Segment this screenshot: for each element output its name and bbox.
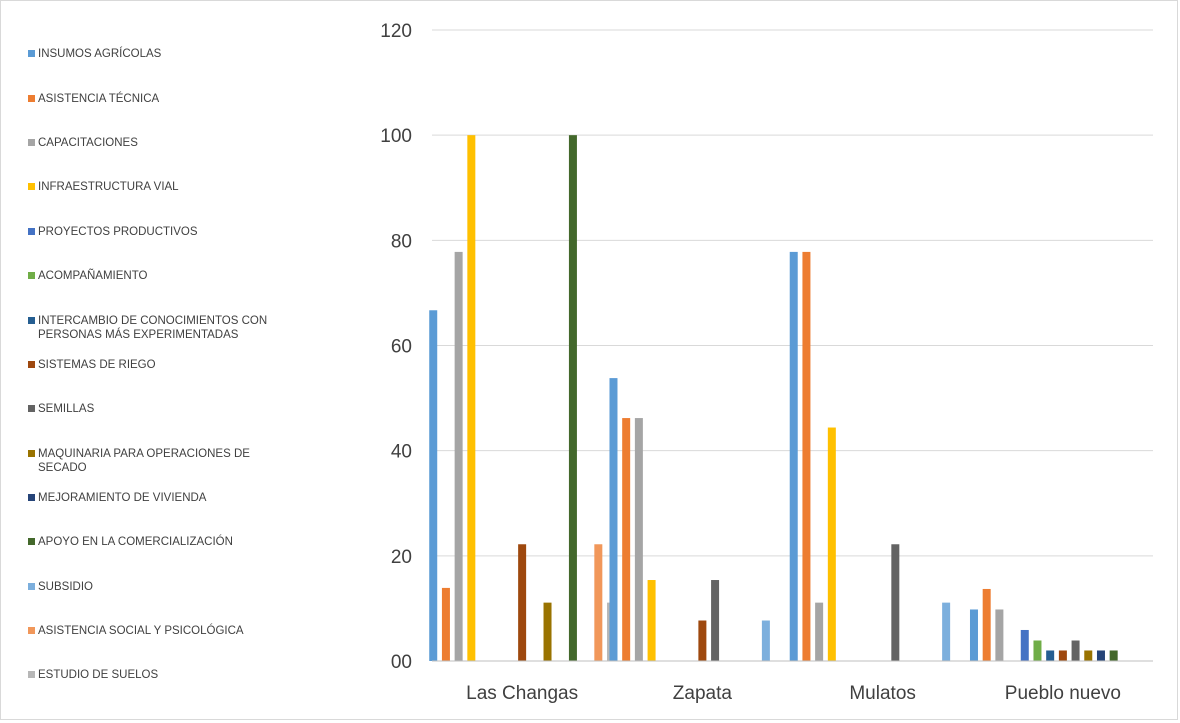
legend-item: INSUMOS AGRÍCOLAS	[28, 47, 278, 61]
legend-item: INTERCAMBIO DE CONOCIMIENTOS CON PERSONA…	[28, 314, 278, 342]
bar	[518, 544, 527, 661]
legend-item: SEMILLAS	[28, 402, 278, 416]
legend-swatch	[28, 95, 35, 102]
y-tick-label: 00	[391, 652, 412, 673]
bar	[802, 251, 811, 661]
bar	[609, 378, 618, 661]
y-tick-label: 100	[380, 126, 412, 147]
legend-swatch	[28, 583, 35, 590]
legend-label: ASISTENCIA SOCIAL Y PSICOLÓGICA	[38, 625, 244, 637]
bar	[454, 251, 463, 661]
bar	[1033, 640, 1042, 661]
bar	[594, 544, 603, 661]
legend-label: CAPACITACIONES	[38, 137, 138, 149]
legend-label: PROYECTOS PRODUCTIVOS	[38, 226, 198, 238]
legend-label: ASISTENCIA TÉCNICA	[38, 93, 160, 105]
bar	[1046, 650, 1055, 661]
legend-item: MAQUINARIA PARA OPERACIONES DE SECADO	[28, 447, 278, 475]
legend-swatch	[28, 361, 35, 368]
bar	[1084, 650, 1093, 661]
legend-label: SEMILLAS	[38, 403, 95, 415]
legend-item: ASISTENCIA TÉCNICA	[28, 92, 278, 106]
bar	[982, 588, 991, 661]
legend-item: APOYO EN LA COMERCIALIZACIÓN	[28, 535, 278, 549]
legend-item: MEJORAMIENTO DE VIVIENDA	[28, 491, 278, 505]
x-tick-label: Zapata	[673, 683, 733, 704]
y-tick-label: 80	[391, 231, 412, 252]
legend-item: ACOMPAÑAMIENTO	[28, 269, 278, 283]
bar	[1071, 640, 1080, 661]
y-tick-label: 40	[391, 442, 412, 463]
legend-label: MAQUINARIA PARA OPERACIONES DE SECADO	[38, 448, 250, 474]
y-tick-label: 60	[391, 337, 412, 358]
bar	[622, 418, 631, 661]
legend-swatch	[28, 139, 35, 146]
bar	[711, 580, 720, 661]
bar	[891, 544, 900, 661]
legend-swatch	[28, 538, 35, 545]
legend-label: SISTEMAS DE RIEGO	[38, 359, 156, 371]
bar	[698, 620, 707, 661]
x-tick-label: Las Changas	[466, 683, 578, 704]
legend-item: ASISTENCIA SOCIAL Y PSICOLÓGICA	[28, 624, 278, 638]
legend-item: PROYECTOS PRODUCTIVOS	[28, 225, 278, 239]
bar	[634, 418, 643, 661]
bar	[467, 135, 476, 662]
bar	[441, 587, 450, 661]
y-tick-label: 120	[380, 21, 412, 42]
legend-swatch	[28, 671, 35, 678]
x-tick-label: Pueblo nuevo	[1005, 683, 1121, 704]
legend-label: ACOMPAÑAMIENTO	[38, 270, 148, 282]
legend-swatch	[28, 317, 35, 324]
x-axis: Las Changas Zapata Mulatos Pueblo nuevo	[432, 660, 1153, 704]
legend-item: SISTEMAS DE RIEGO	[28, 358, 278, 372]
legend-item: ESTUDIO DE SUELOS	[28, 668, 278, 682]
legend-label: INSUMOS AGRÍCOLAS	[38, 48, 162, 60]
bar	[568, 135, 577, 662]
legend-swatch	[28, 627, 35, 634]
y-tick-label: 20	[391, 547, 412, 568]
legend-swatch	[28, 228, 35, 235]
bar	[969, 609, 978, 661]
legend-label: INFRAESTRUCTURA VIAL	[38, 181, 179, 193]
bars	[429, 135, 1118, 662]
legend-swatch	[28, 494, 35, 501]
legend-label: MEJORAMIENTO DE VIVIENDA	[38, 492, 207, 504]
bar	[1096, 650, 1105, 661]
bar	[815, 602, 824, 661]
bar	[827, 427, 836, 661]
bar	[647, 580, 656, 661]
legend-label: SUBSIDIO	[38, 581, 93, 593]
bar	[942, 602, 951, 661]
legend-swatch	[28, 183, 35, 190]
legend-item: SUBSIDIO	[28, 580, 278, 594]
y-axis: 00 20 40 60 80 100 120	[380, 21, 412, 673]
bar	[1020, 629, 1029, 661]
legend-label: ESTUDIO DE SUELOS	[38, 669, 159, 681]
bar	[761, 620, 770, 661]
bar	[543, 602, 552, 661]
x-tick-label: Mulatos	[849, 683, 916, 704]
legend-label: APOYO EN LA COMERCIALIZACIÓN	[38, 536, 233, 548]
bar	[789, 251, 798, 661]
legend-item: INFRAESTRUCTURA VIAL	[28, 180, 278, 194]
bar	[429, 310, 438, 661]
bar	[1058, 650, 1067, 661]
bar	[995, 609, 1004, 661]
legend-swatch	[28, 450, 35, 457]
legend-swatch	[28, 272, 35, 279]
legend-item: CAPACITACIONES	[28, 136, 278, 150]
bar	[1109, 650, 1118, 661]
legend-swatch	[28, 50, 35, 57]
legend-swatch	[28, 405, 35, 412]
legend-label: INTERCAMBIO DE CONOCIMIENTOS CON PERSONA…	[38, 315, 268, 341]
